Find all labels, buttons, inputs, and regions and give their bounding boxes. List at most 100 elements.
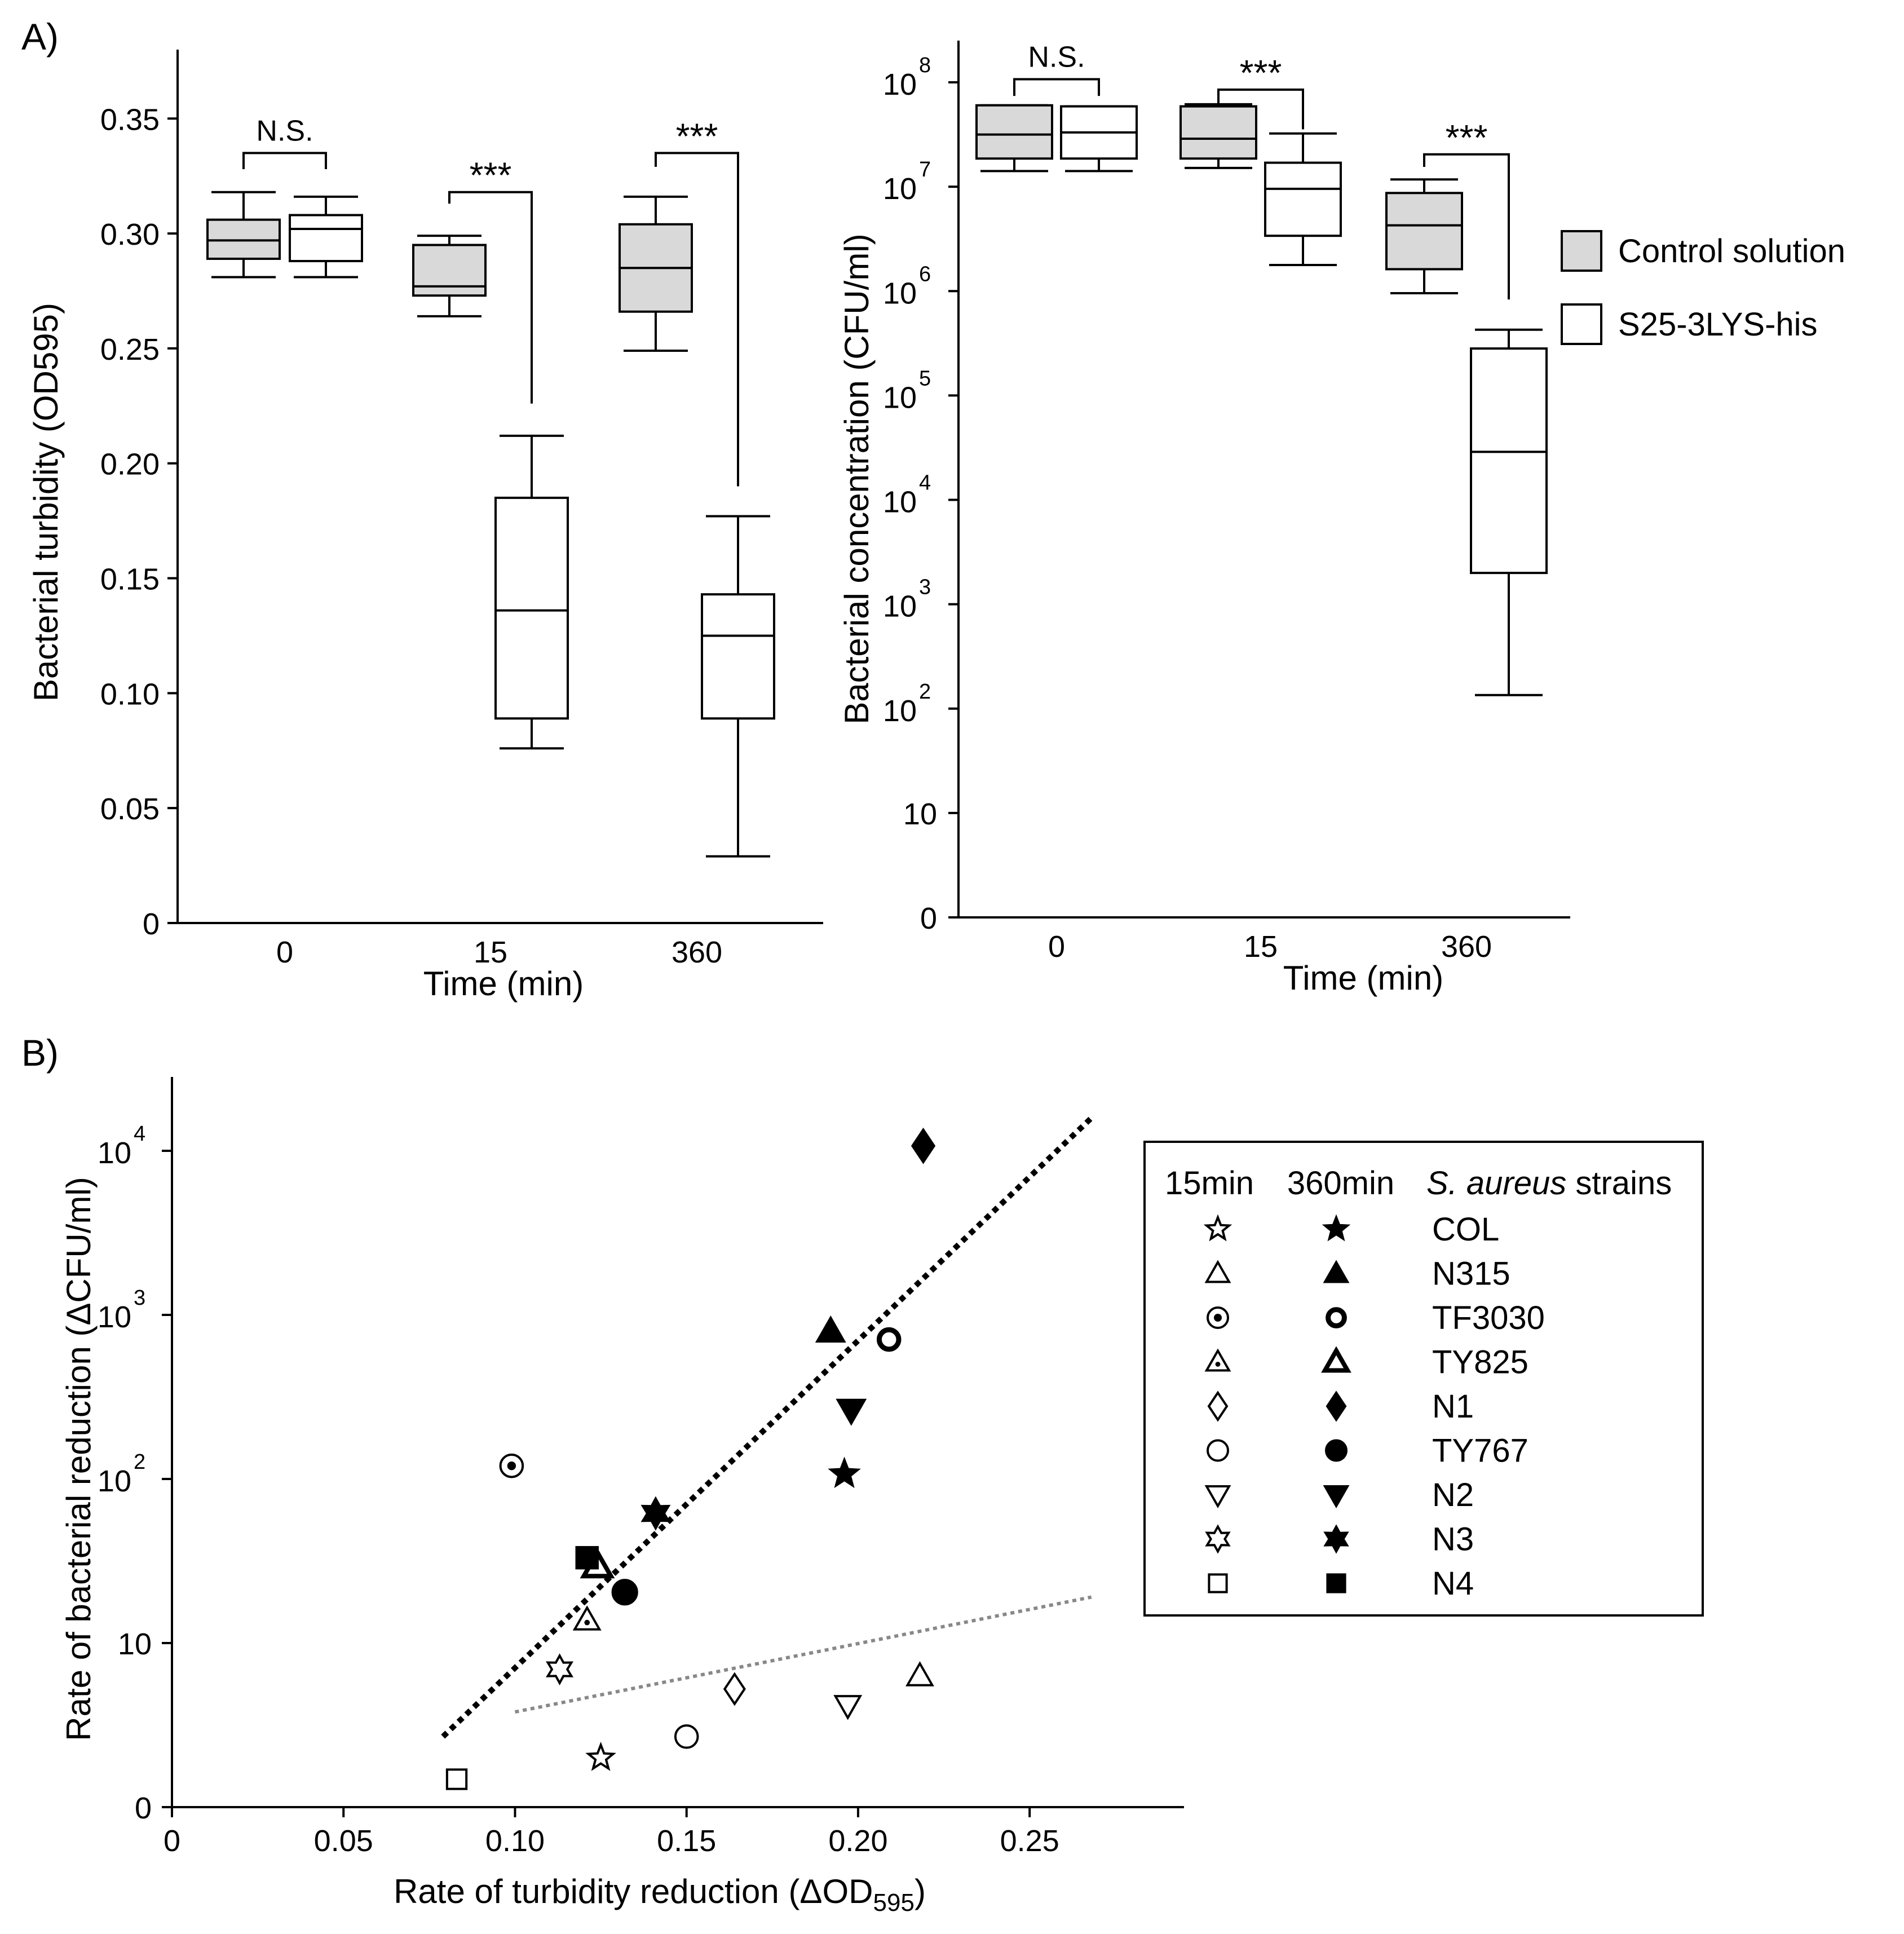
legend-header-strains-word: strains — [1566, 1165, 1672, 1202]
hexagram-shape — [546, 1653, 574, 1685]
box-control — [1179, 103, 1257, 169]
box-treatment — [494, 434, 569, 750]
x-axis-label: Rate of turbidity reduction (ΔOD595) — [394, 1873, 926, 1917]
legend-marker-360min — [1326, 1390, 1347, 1422]
x-tick-label: 360 — [672, 935, 722, 969]
legend-marker-15min — [1207, 1390, 1229, 1422]
diamond-shape — [1326, 1390, 1347, 1422]
triangle-down-shape — [1204, 1485, 1231, 1509]
legend-label: Control solution — [1618, 233, 1845, 270]
legend-strain-name: N4 — [1432, 1565, 1474, 1602]
legend-strain-name: TF3030 — [1432, 1300, 1545, 1336]
point-15min-n315 — [905, 1661, 934, 1686]
point-15min-n2 — [833, 1695, 863, 1720]
point-360min-n1 — [911, 1127, 936, 1164]
y-tick-label: 10 — [883, 485, 917, 519]
box-treatment — [1060, 105, 1138, 173]
point-360min-n4 — [575, 1546, 599, 1570]
turbidity-boxplot: 0 0.05 0.10 0.15 0.20 0.25 0.30 0.35 0 15 360 Time … — [27, 50, 823, 1003]
box-iqr — [1179, 105, 1257, 160]
legend-swatch — [1561, 303, 1602, 345]
legend-marker-360min — [1321, 1346, 1351, 1373]
triangle-shape — [1204, 1348, 1231, 1372]
legend-marker-15min — [1204, 1260, 1231, 1283]
legend-strain-name: TY825 — [1432, 1344, 1528, 1381]
center-dot — [1215, 1362, 1221, 1367]
square-shape — [1208, 1573, 1228, 1593]
y-tick-exponent: 4 — [919, 471, 931, 495]
significance-label: *** — [1446, 117, 1488, 158]
y-tick-exponent: 8 — [919, 54, 931, 77]
point-360min-n3 — [640, 1496, 671, 1531]
star-shape — [585, 1742, 616, 1771]
y-tick-label: 10 — [98, 1300, 131, 1334]
legend-swatch — [1561, 230, 1602, 272]
box-iqr — [1264, 161, 1342, 237]
triangle-shape — [1204, 1260, 1231, 1283]
x-tick-label: 0 — [1048, 930, 1065, 964]
legend: 15min 360min S. aureus strains COL N315 TF303… — [1143, 1141, 1704, 1617]
point-360min-n315 — [815, 1315, 846, 1343]
legend-marker-360min — [1325, 1439, 1348, 1462]
legend-strain-name: COL — [1432, 1211, 1499, 1248]
significance-label: *** — [676, 116, 718, 156]
y-tick-label: 10 — [903, 797, 937, 831]
triangle-shape — [905, 1661, 934, 1686]
bracket-line — [1217, 89, 1304, 130]
x-tick-label: 0.15 — [657, 1824, 716, 1858]
legend-header-strains: S. aureus strains — [1426, 1165, 1672, 1202]
point-360min-ty767 — [611, 1579, 638, 1606]
point-15min-col — [585, 1742, 616, 1771]
y-tick-label: 0.30 — [100, 218, 160, 251]
legend-marker-15min — [1208, 1573, 1228, 1593]
box-iqr — [701, 593, 775, 720]
y-tick-label: 10 — [98, 1464, 131, 1498]
y-tick-label: 10 — [883, 276, 917, 310]
y-tick-label: 0.15 — [100, 563, 160, 597]
trend-line-15min — [514, 1595, 1092, 1714]
legend-marker-360min — [1323, 1260, 1350, 1283]
legend-header: 360min — [1287, 1165, 1394, 1202]
y-axis-label: Bacterial concentration (CFU/ml) — [838, 233, 876, 724]
x-axis-label: Time (min) — [423, 965, 584, 1003]
legend-marker-360min — [1322, 1214, 1351, 1242]
point-15min-ty825 — [572, 1605, 602, 1631]
bracket-line — [1423, 153, 1510, 300]
y-tick-exponent: 5 — [919, 367, 931, 390]
diamond-shape — [1207, 1390, 1229, 1422]
legend-strain-name: N2 — [1432, 1477, 1474, 1513]
legend-marker-360min — [1323, 1485, 1350, 1509]
hexagram-shape — [1205, 1524, 1231, 1554]
significance-label: *** — [1240, 52, 1282, 93]
box-treatment — [1264, 132, 1342, 267]
square-shape — [1326, 1573, 1346, 1593]
box-control — [206, 191, 281, 279]
legend-strain-name: N3 — [1432, 1521, 1474, 1558]
star-shape — [828, 1456, 861, 1489]
circle-shape — [1325, 1439, 1348, 1462]
legend-header-species: S. aureus — [1426, 1165, 1566, 1202]
hexagram-shape — [1323, 1524, 1349, 1554]
legend-header: 15min — [1165, 1165, 1254, 1202]
y-tick-label: 10 — [883, 172, 917, 206]
diamond-shape — [911, 1127, 936, 1164]
star-shape — [1203, 1214, 1232, 1242]
legend-strain-name: TY767 — [1432, 1433, 1528, 1469]
significance-label: *** — [470, 155, 512, 196]
significance-label: N.S. — [1028, 41, 1085, 73]
legend-frame — [1143, 1141, 1704, 1617]
significance-bracket: N.S. — [242, 114, 327, 169]
legend-marker-15min — [1203, 1214, 1232, 1242]
trend-line-360min — [441, 1116, 1094, 1739]
y-tick-label: 0.35 — [100, 103, 160, 136]
box-iqr — [1470, 347, 1548, 575]
y-tick-label: 0 — [143, 907, 160, 941]
significance-bracket: *** — [1217, 52, 1304, 130]
y-tick-exponent: 3 — [919, 576, 931, 599]
triangle-down-shape — [836, 1398, 867, 1426]
box-iqr — [289, 214, 363, 263]
panel-label-a: A) — [21, 16, 59, 58]
significance-bracket: *** — [448, 155, 533, 404]
y-tick-label: 10 — [98, 1136, 131, 1170]
box-iqr — [975, 104, 1053, 160]
